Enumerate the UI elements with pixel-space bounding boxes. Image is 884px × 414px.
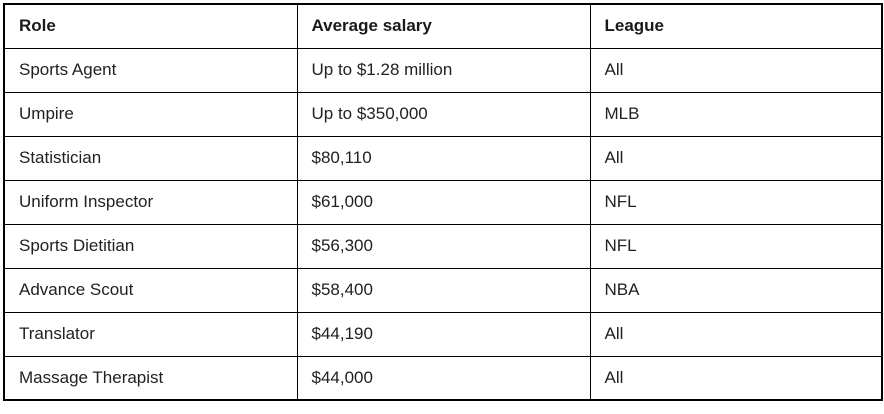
header-row: Role Average salary League bbox=[3, 3, 883, 49]
cell-league: All bbox=[589, 311, 883, 357]
cell-salary: $44,190 bbox=[296, 311, 591, 357]
table-row: Uniform Inspector $61,000 NFL bbox=[3, 179, 883, 225]
table-row: Sports Agent Up to $1.28 million All bbox=[3, 47, 883, 93]
cell-salary: $80,110 bbox=[296, 135, 591, 181]
cell-role: Umpire bbox=[3, 91, 298, 137]
cell-league: All bbox=[589, 355, 883, 401]
table-row: Translator $44,190 All bbox=[3, 311, 883, 357]
cell-league: All bbox=[589, 47, 883, 93]
sports-salary-table: Role Average salary League Sports Agent … bbox=[3, 3, 883, 401]
column-header-league: League bbox=[589, 3, 883, 49]
cell-role: Advance Scout bbox=[3, 267, 298, 313]
cell-league: NFL bbox=[589, 179, 883, 225]
table-row: Umpire Up to $350,000 MLB bbox=[3, 91, 883, 137]
cell-salary: $44,000 bbox=[296, 355, 591, 401]
cell-role: Sports Dietitian bbox=[3, 223, 298, 269]
column-header-role: Role bbox=[3, 3, 298, 49]
table-row: Massage Therapist $44,000 All bbox=[3, 355, 883, 401]
column-header-salary: Average salary bbox=[296, 3, 591, 49]
table-header: Role Average salary League bbox=[3, 3, 883, 49]
table-row: Advance Scout $58,400 NBA bbox=[3, 267, 883, 313]
cell-role: Massage Therapist bbox=[3, 355, 298, 401]
cell-salary: Up to $1.28 million bbox=[296, 47, 591, 93]
table-row: Statistician $80,110 All bbox=[3, 135, 883, 181]
cell-salary: $61,000 bbox=[296, 179, 591, 225]
cell-salary: Up to $350,000 bbox=[296, 91, 591, 137]
cell-salary: $56,300 bbox=[296, 223, 591, 269]
cell-salary: $58,400 bbox=[296, 267, 591, 313]
cell-league: NBA bbox=[589, 267, 883, 313]
cell-league: All bbox=[589, 135, 883, 181]
cell-role: Statistician bbox=[3, 135, 298, 181]
cell-role: Uniform Inspector bbox=[3, 179, 298, 225]
table-row: Sports Dietitian $56,300 NFL bbox=[3, 223, 883, 269]
cell-role: Translator bbox=[3, 311, 298, 357]
table-body: Sports Agent Up to $1.28 million All Ump… bbox=[3, 47, 883, 401]
cell-league: MLB bbox=[589, 91, 883, 137]
cell-league: NFL bbox=[589, 223, 883, 269]
cell-role: Sports Agent bbox=[3, 47, 298, 93]
